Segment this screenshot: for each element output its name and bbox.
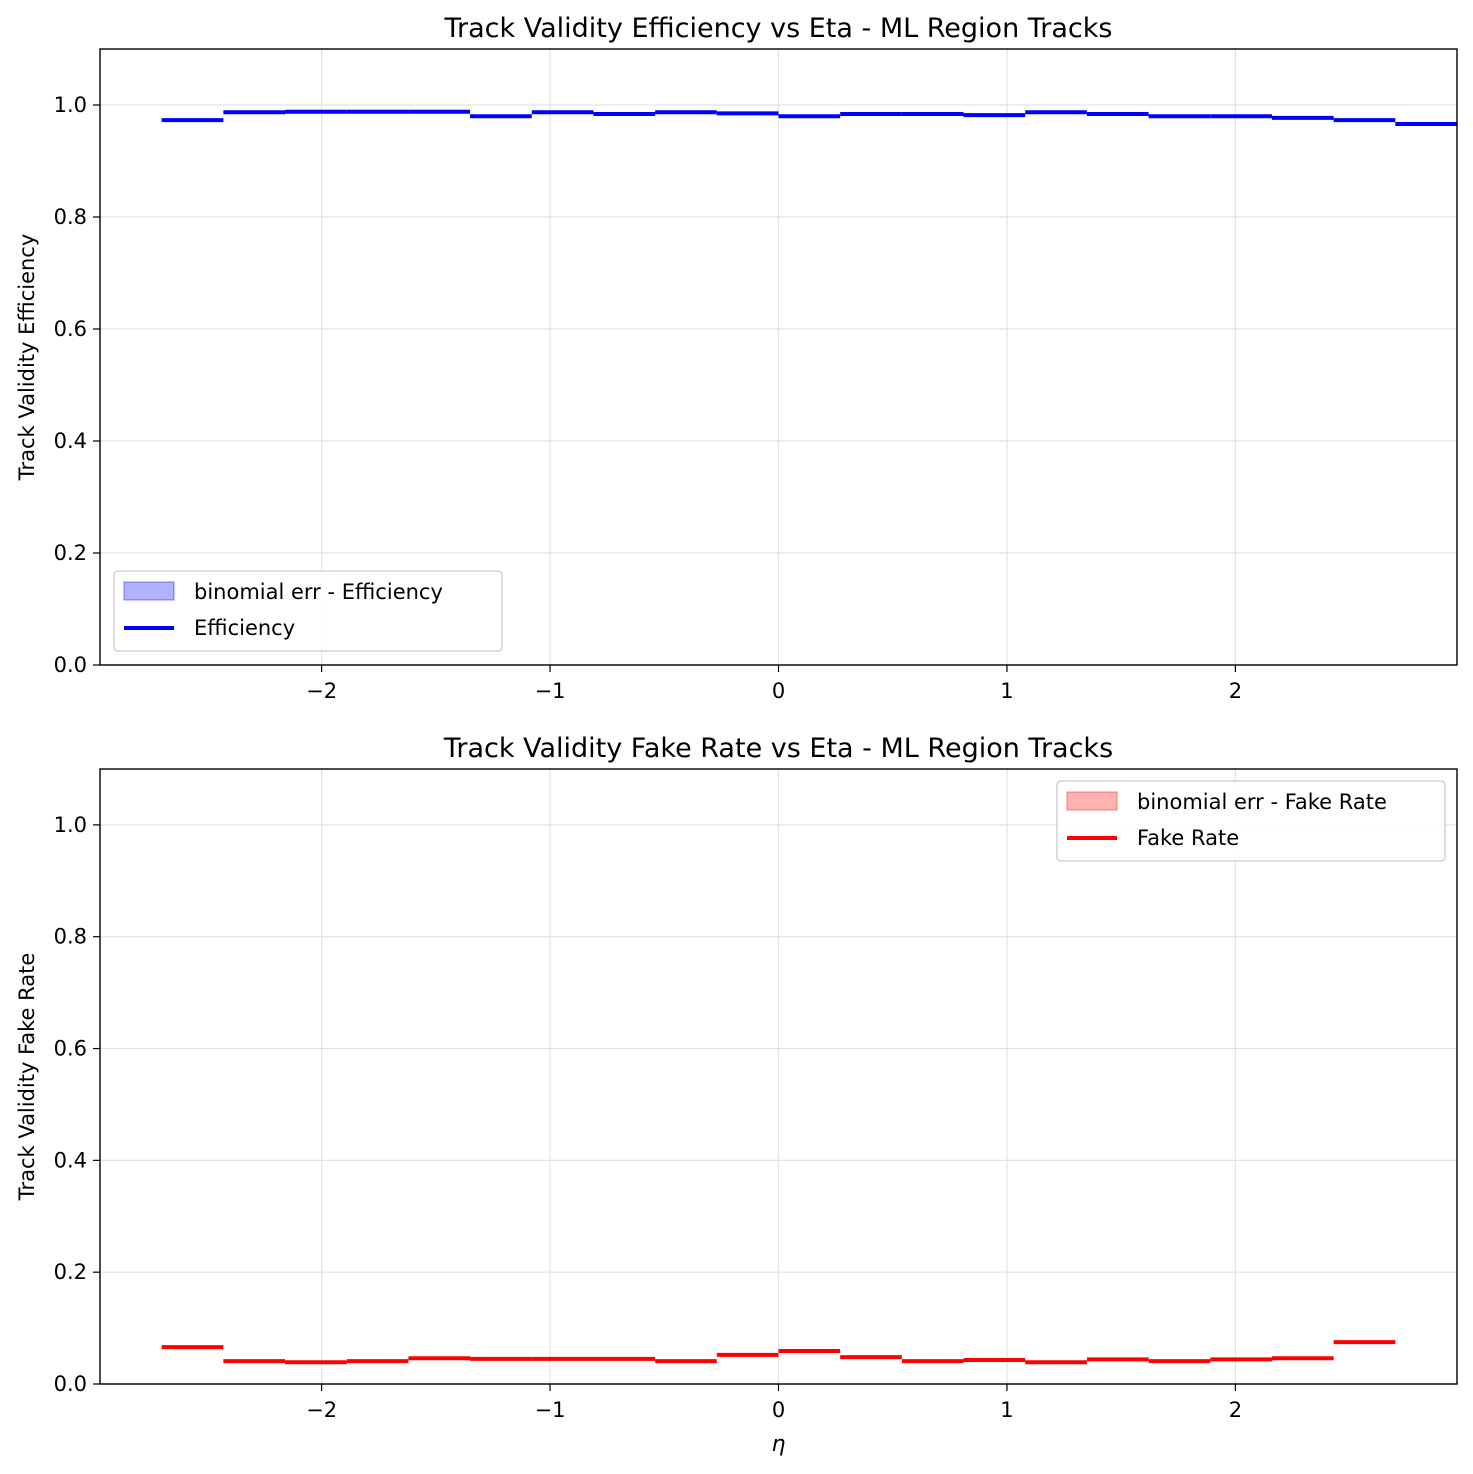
legend-label-band: binomial err - Fake Rate: [1137, 790, 1387, 814]
legend-swatch-band: [123, 581, 175, 601]
x-tick-label: 1: [1000, 1398, 1013, 1422]
legend-frame: [113, 570, 503, 652]
y-tick-label: 0.2: [54, 1260, 87, 1284]
legend-label-band: binomial err - Efficiency: [194, 580, 443, 604]
legend: binomial err - Efficiency Efficiency: [113, 570, 503, 652]
y-tick-label: 0.4: [54, 429, 87, 453]
y-tick-label: 0.6: [54, 317, 87, 341]
x-tick-label: −2: [306, 679, 337, 703]
legend-label-line: Fake Rate: [1137, 826, 1239, 850]
x-axis-label: η: [772, 1432, 786, 1457]
chart-title: Track Validity Fake Rate vs Eta - ML Reg…: [443, 733, 1113, 764]
x-tick-label: −2: [306, 1398, 337, 1422]
legend-swatch-band: [1066, 791, 1118, 811]
y-tick-label: 0.4: [54, 1148, 87, 1172]
legend-frame: [1056, 780, 1446, 862]
y-tick-label: 0.0: [54, 653, 87, 677]
legend-label-line: Efficiency: [194, 616, 295, 640]
y-axis-label: Track Validity Efficiency: [15, 234, 39, 482]
legend: binomial err - Fake Rate Fake Rate: [1056, 780, 1446, 862]
y-axis-label: Track Validity Fake Rate: [15, 953, 39, 1202]
y-tick-label: 0.8: [54, 205, 87, 229]
x-tick-label: 1: [1000, 679, 1013, 703]
x-tick-label: 0: [772, 1398, 785, 1422]
x-tick-label: 2: [1229, 1398, 1242, 1422]
x-tick-label: −1: [535, 1398, 566, 1422]
y-tick-label: 0.2: [54, 541, 87, 565]
subplot-2: −2 −1 0 1 2 0.0 0.2 0.4 0.6 0.8 1.0 Track Validity …: [15, 733, 1458, 1457]
subplot-1: −2 −1 0 1 2 0.0 0.2 0.4 0.6 0.8 1.0 Track Validity …: [15, 13, 1458, 703]
chart-title: Track Validity Efficiency vs Eta - ML Re…: [444, 13, 1113, 44]
y-tick-label: 0.0: [54, 1372, 87, 1396]
x-tick-label: 2: [1229, 679, 1242, 703]
y-tick-label: 0.8: [54, 925, 87, 949]
x-tick-label: 0: [772, 679, 785, 703]
y-tick-label: 1.0: [54, 813, 87, 837]
x-tick-label: −1: [535, 679, 566, 703]
y-tick-label: 1.0: [54, 93, 87, 117]
y-tick-label: 0.6: [54, 1037, 87, 1061]
